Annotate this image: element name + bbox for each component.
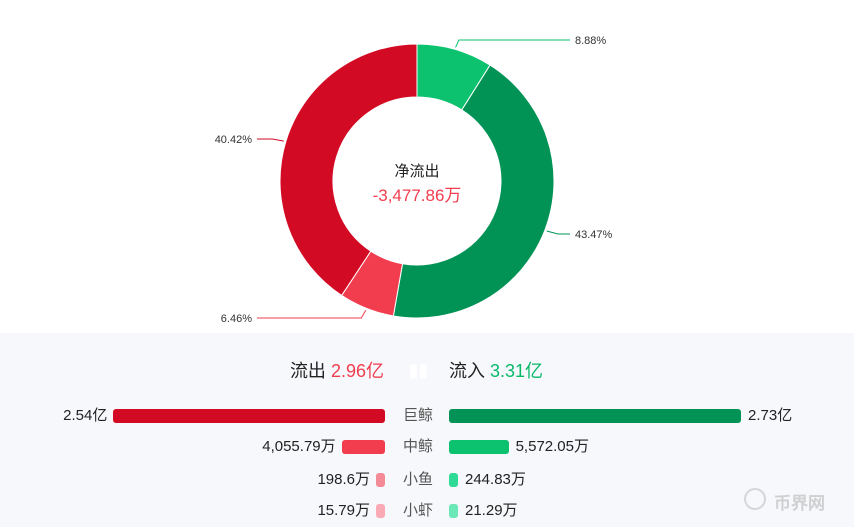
inflow-bar bbox=[449, 473, 458, 487]
flow-row: 198.6万 小鱼 244.83万 bbox=[0, 468, 854, 492]
donut-slice-3 bbox=[279, 43, 418, 297]
inflow-summary: 流入 3.31亿 bbox=[449, 360, 543, 382]
category-label: 中鲸 bbox=[402, 438, 433, 455]
inflow-value: 5,572.05万 bbox=[515, 438, 589, 455]
inflow-value: 2.73亿 bbox=[748, 407, 793, 424]
inflow-label: 流入 bbox=[449, 361, 485, 381]
slice-label-3: 40.42% bbox=[215, 134, 253, 146]
flow-row: 2.54亿 巨鲸 2.73亿 bbox=[0, 404, 854, 428]
inflow-bar bbox=[449, 409, 741, 423]
slice-label-1: 43.47% bbox=[575, 229, 613, 241]
inflow-bar bbox=[449, 440, 509, 454]
donut-svg: 8.88% 43.47% 6.46% 40.42% bbox=[215, 35, 613, 325]
summary-divider: ▮▮ bbox=[408, 360, 429, 380]
outflow-bar bbox=[341, 440, 385, 454]
outflow-summary: 流出 2.96亿 bbox=[290, 360, 384, 382]
center-title: 净流出 bbox=[394, 163, 440, 180]
bitcoin-icon bbox=[744, 488, 766, 510]
flow-panel: 流出 2.96亿 ▮▮ 流入 3.31亿 2.54亿 巨鲸 2.73亿 4,055.7… bbox=[0, 333, 854, 527]
inflow-value: 21.29万 bbox=[465, 502, 518, 519]
inflow-total: 3.31亿 bbox=[490, 361, 544, 381]
category-label: 小虾 bbox=[402, 502, 433, 519]
inflow-bar bbox=[449, 504, 458, 518]
leader-line-1 bbox=[546, 230, 570, 235]
watermark: 币界网 bbox=[740, 484, 845, 516]
flow-row: 4,055.79万 中鲸 5,572.05万 bbox=[0, 435, 854, 459]
outflow-bar bbox=[376, 504, 385, 518]
outflow-value: 15.79万 bbox=[317, 502, 370, 519]
donut-slice-1 bbox=[392, 64, 555, 319]
slice-label-2: 6.46% bbox=[221, 313, 252, 325]
leader-line-2 bbox=[257, 309, 367, 319]
category-label: 巨鲸 bbox=[402, 407, 433, 424]
outflow-label: 流出 bbox=[289, 361, 326, 381]
flow-row: 15.79万 小虾 21.29万 bbox=[0, 499, 854, 523]
category-label: 小鱼 bbox=[402, 471, 433, 488]
inflow-value: 244.83万 bbox=[465, 471, 526, 488]
outflow-value: 2.54亿 bbox=[63, 407, 108, 424]
watermark-text: 币界网 bbox=[774, 494, 825, 513]
outflow-bar bbox=[376, 473, 385, 487]
donut-chart: 8.88% 43.47% 6.46% 40.42% 净流出 -3,477.86万 bbox=[215, 35, 613, 325]
slice-label-0: 8.88% bbox=[575, 35, 606, 47]
outflow-total: 2.96亿 bbox=[330, 361, 384, 381]
leader-line-3 bbox=[257, 138, 284, 142]
outflow-bar bbox=[113, 409, 385, 423]
leader-line-0 bbox=[455, 39, 570, 48]
outflow-value: 198.6万 bbox=[317, 471, 370, 488]
center-value: -3,477.86万 bbox=[372, 186, 462, 205]
outflow-value: 4,055.79万 bbox=[262, 438, 336, 455]
